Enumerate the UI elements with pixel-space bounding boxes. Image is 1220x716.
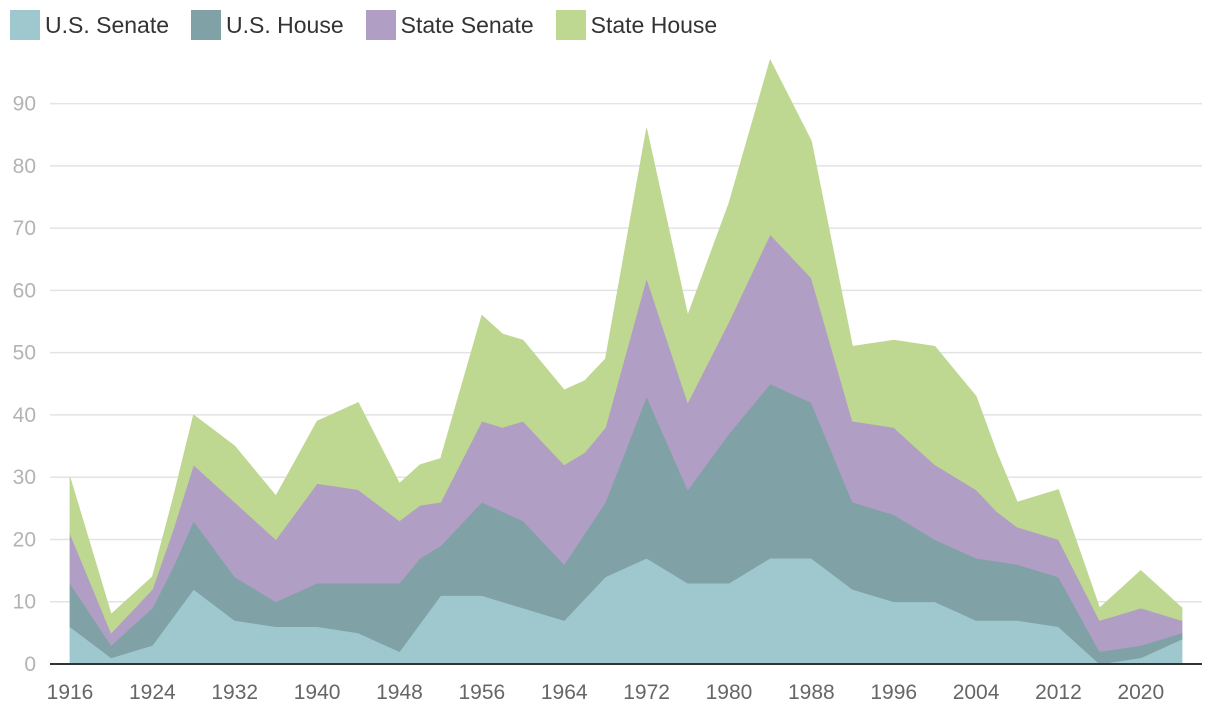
x-tick-label: 1916 [47,681,94,704]
axes: 0 10 20 30 40 50 60 70 80 90 1916 1924 1932 1940 1948 1… [13,93,1202,704]
legend-swatch [555,10,586,40]
y-tick-label: 80 [13,155,36,178]
x-tick-label: 2004 [953,681,1000,704]
y-tick-label: 70 [13,217,36,240]
y-tick-label: 0 [24,653,36,676]
x-tick-label: 1988 [788,681,835,704]
y-tick-label: 20 [13,528,36,551]
x-tick-label: 2020 [1117,681,1164,704]
x-tick-label: 1956 [458,681,505,704]
x-tick-label: 2012 [1035,681,1082,704]
legend-label: State House [590,11,718,38]
legend-item-state-senate: State Senate [365,10,534,40]
legend-label: U.S. House [226,11,344,38]
y-tick-label: 10 [13,591,36,614]
x-tick-label: 1980 [706,681,753,704]
y-tick-label: 50 [13,342,36,365]
x-tick-label: 1972 [623,681,670,704]
x-tick-label: 1996 [870,681,917,704]
legend-item-state-house: State House [555,10,718,40]
y-tick-label: 30 [13,466,36,489]
area-series [69,58,1183,665]
legend-item-u-s-senate: U.S. Senate [10,10,169,40]
y-tick-label: 60 [13,279,36,302]
legend-label: State Senate [400,11,534,38]
legend-swatch [365,10,396,40]
x-tick-label: 1964 [541,681,588,704]
x-tick-label: 1932 [211,681,258,704]
x-tick-label: 1924 [129,681,176,704]
legend-swatch [10,10,40,40]
y-tick-label: 90 [13,93,36,116]
legend-item-u-s-house: U.S. House [191,10,344,40]
y-tick-label: 40 [13,404,36,427]
legend-swatch [191,10,222,40]
legend: U.S. Senate U.S. House State Senate State H… [10,10,717,40]
x-tick-label: 1940 [294,681,341,704]
x-tick-label: 1948 [376,681,423,704]
legend-label: U.S. Senate [45,11,170,38]
area-state-house [69,58,1183,634]
